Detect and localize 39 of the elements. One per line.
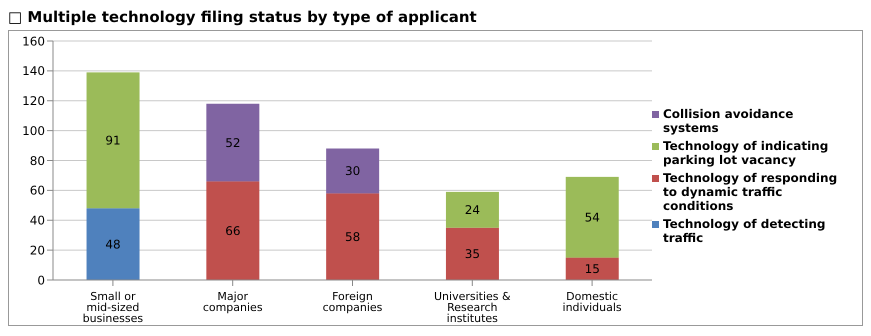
y-tick-label: 100 — [22, 124, 45, 138]
data-label: 66 — [225, 224, 240, 238]
bar — [326, 193, 380, 280]
legend-label: Technology of responding to dynamic traffic conditions — [663, 171, 838, 213]
x-tick-label: Small or mid-sized businesses — [82, 290, 144, 325]
data-label: 48 — [105, 237, 121, 252]
y-tick-label: 20 — [30, 243, 45, 258]
bar — [326, 148, 380, 194]
data-label: 35 — [464, 247, 480, 262]
data-label: 54 — [584, 210, 600, 225]
y-tick-label: 120 — [22, 94, 45, 108]
bar — [86, 208, 140, 280]
y-tick-label: 160 — [22, 34, 45, 48]
y-tick-label: 40 — [30, 214, 45, 228]
x-tick-label: Foreign companies — [322, 290, 383, 314]
bar — [446, 228, 499, 280]
data-label: 91 — [105, 134, 121, 148]
y-tick-label: 60 — [30, 184, 45, 198]
bar — [446, 192, 499, 228]
y-tick-label: 140 — [22, 64, 45, 78]
data-label: 30 — [345, 164, 360, 178]
legend-label: Technology of detecting traffic — [663, 217, 826, 245]
bar — [206, 104, 260, 182]
data-label: 24 — [464, 203, 480, 218]
x-tick-label: Major companies — [202, 290, 263, 314]
bar — [566, 176, 619, 258]
bar — [206, 181, 260, 280]
data-label: 58 — [345, 230, 360, 244]
y-tick-label: 0 — [37, 273, 45, 288]
bar — [86, 72, 140, 208]
data-label: 52 — [225, 136, 240, 150]
data-label: 15 — [584, 262, 600, 276]
y-tick-label: 80 — [30, 154, 45, 168]
legend-label: Technology of indicating parking lot vacancy — [663, 139, 830, 167]
legend-label: Collision avoidance systems — [663, 107, 794, 135]
chart-title: □ Multiple technology filing status by type of applicant — [8, 8, 478, 28]
x-tick-label: Universities & Research institutes — [434, 290, 512, 325]
bar — [566, 258, 619, 280]
x-tick-label: Domestic individuals — [562, 290, 622, 314]
